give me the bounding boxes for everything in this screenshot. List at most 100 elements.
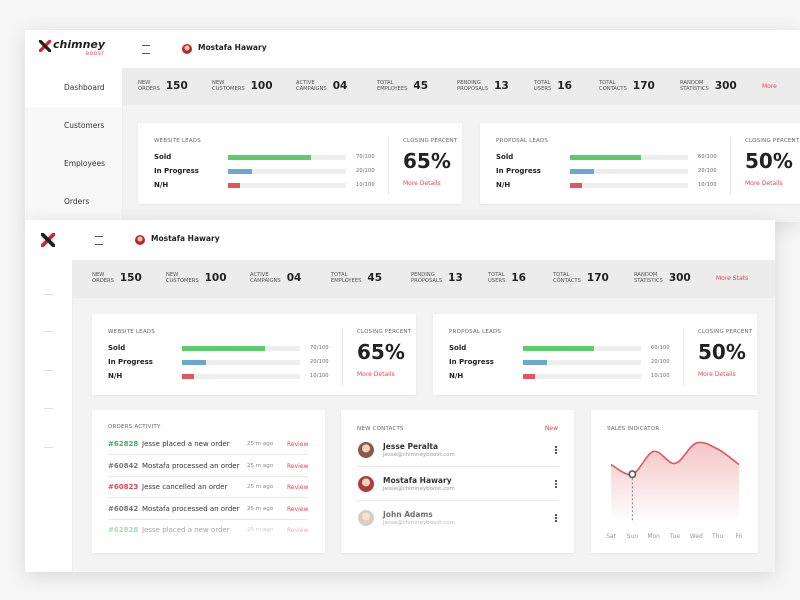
row-value: 10/100 [356,182,375,188]
separator [108,454,308,455]
divider [342,328,343,385]
divider [730,137,731,194]
stat-label: PENDING PROPOSALS [411,272,443,284]
stat: NEW CUSTOMERS 100 [212,80,273,92]
row-label: In Progress [108,358,153,366]
order-text: Jesse placed a new order [142,526,230,534]
stat: PENDING PROPOSALS 13 [457,80,509,92]
row-value: 70/100 [356,154,375,160]
track [182,346,300,351]
progress-bar [182,360,206,365]
track [228,155,346,160]
header: Mostafa Hawary [72,220,775,261]
sidebar-label: Employees [64,159,106,168]
stat-value: 150 [165,79,188,92]
row-label: Sold [449,344,467,352]
contact-avatar [358,476,374,492]
stat: TOTAL USERS 16 [488,272,526,284]
closing-percent: 50% [698,340,746,364]
stat-label: TOTAL EMPLOYEES [377,79,408,92]
card-title: WEBSITE LEADS [154,138,201,144]
stat: ACTIVE CAMPAIGNS 04 [296,80,347,92]
brand-name: chimney [53,38,106,51]
stat: TOTAL CONTACTS 170 [553,272,609,284]
x-tick-label: Wed [690,533,703,540]
stat: RANDOM STATISTICS 300 [634,272,691,284]
contact-email: Jesse@chimneyboost.com [383,486,455,492]
x-tick-label: Tue [669,533,681,540]
kebab-menu[interactable] [555,480,557,482]
stat-label: RANDOM STATISTICS [680,79,709,92]
separator [44,331,53,332]
row-value: 10/100 [698,182,717,188]
x-tick-label: Fri [735,533,742,540]
row-label: In Progress [449,358,494,366]
kebab-menu[interactable] [555,446,557,448]
contact-avatar [358,510,374,526]
sidebar-label: Customers [64,121,105,130]
card-title: PROPOSAL LEADS [449,329,502,335]
order-time: 25 m ago [247,441,274,447]
stat-label: TOTAL CONTACTS [599,79,627,92]
separator [44,294,53,295]
leads-card: WEBSITE LEADS Sold 70/100 In Progress 20/100… [92,314,416,395]
row-value: 60/100 [651,345,670,351]
leads-card: PROPOSAL LEADS Sold 60/100 In Progress 20/10… [433,314,757,395]
stat-value: 13 [448,272,463,284]
stat-label: ACTIVE CAMPAIGNS [250,272,281,284]
user-name: Mostafa Hawary [151,234,220,243]
row-value: 20/100 [651,359,670,365]
closing-title: CLOSING PERCENT [745,138,800,144]
stat-label: NEW ORDERS [138,79,160,92]
stat-value: 300 [668,272,691,284]
contacts-card: NEW CONTACTS New Jesse Peralta Jesse@chimne… [341,410,574,553]
more-details: More Details [403,180,441,187]
stat-label: TOTAL EMPLOYEES [331,272,362,284]
row-label: In Progress [154,167,199,175]
area [611,442,739,522]
progress-bar [228,169,252,174]
separator [357,500,559,501]
stat-label: ACTIVE CAMPAIGNS [296,79,327,92]
row-value: 60/100 [698,154,717,160]
sidebar-item: Customers [25,107,122,146]
divider [683,328,684,385]
separator [44,408,53,409]
more-stats: More Stats [716,275,749,282]
stat-label: RANDOM STATISTICS [634,272,663,284]
stat-value: 13 [494,79,509,92]
separator [108,518,308,520]
closing-percent: 65% [403,149,451,173]
contact-name: Mostafa Hawary [383,476,452,485]
separator [357,466,559,467]
closing-title: CLOSING PERCENT [403,138,458,144]
logo-text: chimney BOOST [53,38,106,58]
stats-bar: NEW ORDERS 150 NEW CUSTOMERS 100 ACTIVE CAMP… [72,260,775,298]
stat-value: 100 [250,79,273,92]
menu-icon [142,45,150,54]
stat-value: 170 [586,272,609,284]
stat-value: 100 [204,272,227,284]
x-tick-label: Sat [606,533,616,540]
closing-percent: 65% [357,340,405,364]
leads-card: WEBSITE LEADS Sold 70/100 In Progress 20/100… [138,123,462,204]
orders-card: ORDERS ACTIVITY #62828 Jesse placed a new … [92,410,325,553]
progress-bar [523,374,535,379]
logo-mark [41,233,55,247]
order-time: 25 m ago [247,484,274,490]
more-details: More Details [698,371,736,378]
stat: ACTIVE CAMPAIGNS 04 [250,272,301,284]
track [570,155,688,160]
progress-bar [228,183,240,188]
kebab-menu[interactable] [555,514,557,516]
row-value: 20/100 [356,168,375,174]
x-tick-label: Sun [627,533,639,540]
row-value: 70/100 [310,345,329,351]
stat-value: 04 [286,272,302,284]
user-name: Mostafa Hawary [198,43,267,52]
contact-name: Jesse Peralta [383,442,439,451]
sidebar-label: Dashboard [64,83,105,92]
front-dashboard: Mostafa Hawary NEW ORDERS 150 NEW CUSTOMERS… [25,220,775,572]
back-dashboard: chimney BOOST Dashboard Customers Employees O… [25,30,800,222]
progress-bar [570,155,641,160]
